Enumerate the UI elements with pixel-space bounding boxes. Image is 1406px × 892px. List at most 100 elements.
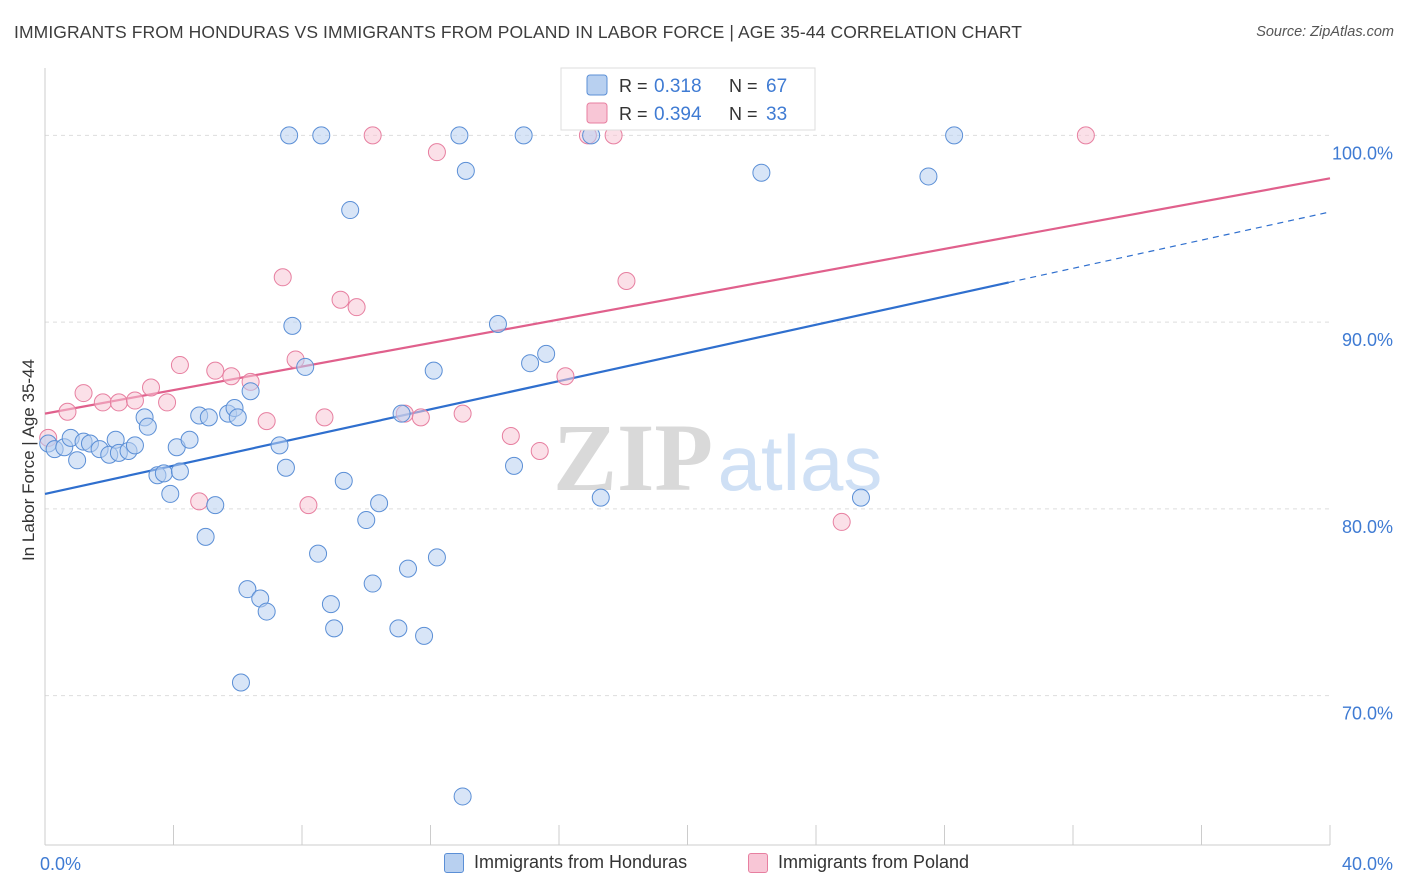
- point-honduras: [537, 344, 556, 363]
- point-honduras: [427, 548, 446, 567]
- stats-legend: R = 0.318 N = 67 R = 0.394 N = 33: [560, 67, 816, 131]
- y-tick-label: 80.0%: [1342, 517, 1393, 537]
- point-honduras: [334, 471, 353, 490]
- legend-swatch-poland: [748, 852, 768, 873]
- x-tick-label-max: 40.0%: [1342, 854, 1393, 874]
- point-honduras: [270, 436, 289, 455]
- watermark-zip: ZIP: [553, 404, 713, 511]
- point-poland: [257, 412, 276, 431]
- point-poland: [617, 272, 636, 291]
- point-poland: [158, 393, 177, 412]
- point-poland: [190, 492, 209, 511]
- stats-n-label-poland: N =: [729, 104, 758, 124]
- point-poland: [315, 408, 334, 427]
- point-honduras: [296, 357, 315, 376]
- legend-item-poland[interactable]: Immigrants from Poland: [748, 852, 969, 873]
- point-honduras: [154, 464, 173, 483]
- point-poland: [411, 408, 430, 427]
- point-honduras: [389, 619, 408, 638]
- point-poland: [556, 367, 575, 386]
- point-honduras: [488, 314, 507, 333]
- point-honduras: [231, 673, 250, 692]
- gridlines: [45, 134, 1330, 697]
- point-honduras: [752, 163, 771, 182]
- point-honduras: [280, 126, 299, 145]
- point-honduras: [241, 382, 260, 401]
- point-honduras: [312, 126, 331, 145]
- stats-r-value-poland: 0.394: [654, 104, 702, 125]
- axes: [44, 68, 1331, 846]
- point-honduras: [283, 316, 302, 335]
- stats-n-value-poland: 33: [766, 104, 787, 125]
- point-honduras: [357, 511, 376, 530]
- legend-item-honduras[interactable]: Immigrants from Honduras: [444, 852, 687, 873]
- point-poland: [170, 356, 189, 375]
- point-honduras: [453, 787, 472, 806]
- y-tick-label: 90.0%: [1342, 330, 1393, 350]
- y-tick-label: 70.0%: [1342, 704, 1393, 724]
- point-poland: [125, 391, 144, 410]
- point-poland: [1076, 126, 1095, 145]
- point-honduras: [424, 361, 443, 380]
- point-honduras: [238, 580, 257, 599]
- chart-title: IMMIGRANTS FROM HONDURAS VS IMMIGRANTS F…: [14, 22, 1023, 42]
- watermark: ZIP atlas: [553, 404, 882, 511]
- point-honduras: [415, 626, 434, 645]
- point-poland: [530, 441, 549, 460]
- point-honduras: [591, 488, 610, 507]
- trend-line-honduras: [44, 281, 1009, 495]
- point-honduras: [945, 126, 964, 145]
- point-honduras: [196, 527, 215, 546]
- point-honduras: [125, 436, 144, 455]
- point-honduras: [276, 458, 295, 477]
- data-points: [39, 126, 1095, 806]
- stats-swatch-honduras: [586, 74, 608, 96]
- x-tick-label-min: 0.0%: [40, 854, 81, 874]
- point-honduras: [521, 354, 540, 373]
- point-poland: [109, 393, 128, 412]
- point-poland: [331, 290, 350, 309]
- point-honduras: [505, 456, 524, 475]
- trend-line-poland: [44, 177, 1331, 415]
- point-honduras: [68, 451, 87, 470]
- point-honduras: [341, 201, 360, 220]
- stats-n-label-honduras: N =: [729, 76, 758, 96]
- point-honduras: [392, 404, 411, 423]
- point-poland: [93, 393, 112, 412]
- point-honduras: [370, 494, 389, 513]
- series-legend: Immigrants from Honduras Immigrants from…: [0, 850, 1406, 880]
- point-poland: [58, 402, 77, 421]
- source-label: Source: ZipAtlas.com: [1256, 24, 1394, 40]
- point-poland: [832, 512, 851, 531]
- point-honduras: [206, 496, 225, 515]
- point-poland: [363, 126, 382, 145]
- point-honduras: [161, 484, 180, 503]
- point-poland: [453, 404, 472, 423]
- point-honduras: [450, 126, 469, 145]
- point-honduras: [228, 408, 247, 427]
- stats-r-label-poland: R =: [619, 104, 648, 124]
- point-honduras: [363, 574, 382, 593]
- point-poland: [74, 384, 93, 403]
- point-honduras: [138, 417, 157, 436]
- point-honduras: [199, 408, 218, 427]
- y-axis-label: In Labor Force | Age 35-44: [19, 359, 38, 561]
- legend-label-honduras: Immigrants from Honduras: [474, 852, 688, 872]
- point-poland: [273, 268, 292, 287]
- stats-r-label-honduras: R =: [619, 76, 648, 96]
- y-tick-labels: 70.0% 80.0% 90.0% 100.0%: [1332, 143, 1393, 723]
- point-honduras: [851, 488, 870, 507]
- point-honduras: [321, 595, 340, 614]
- stats-n-value-honduras: 67: [766, 76, 787, 97]
- point-poland: [347, 298, 366, 317]
- legend-swatch-honduras: [444, 852, 464, 873]
- point-honduras: [257, 602, 276, 621]
- point-poland: [501, 427, 520, 446]
- point-honduras: [919, 167, 938, 186]
- point-honduras: [309, 544, 328, 563]
- point-honduras: [456, 161, 475, 180]
- point-poland: [427, 143, 446, 162]
- point-honduras: [180, 430, 199, 449]
- y-tick-label: 100.0%: [1332, 143, 1393, 163]
